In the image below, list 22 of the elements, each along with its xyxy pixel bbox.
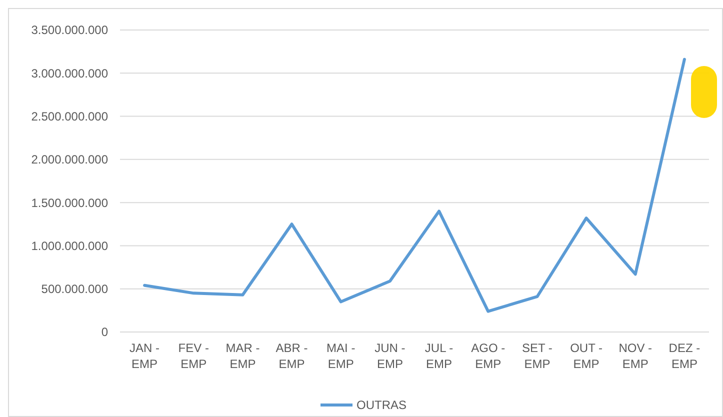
y-tick-label: 500.000.000 xyxy=(41,282,108,296)
x-tick-label: MAR - EMP xyxy=(226,341,260,371)
x-tick-label: FEV - EMP xyxy=(178,341,209,371)
x-tick-label: DEZ - EMP xyxy=(668,341,700,371)
x-tick-label: JAN - EMP xyxy=(130,341,160,371)
x-tick-label: MAI - EMP xyxy=(326,341,356,371)
y-tick-label: 2.000.000.000 xyxy=(31,152,108,167)
x-tick-label: OUT - EMP xyxy=(570,341,603,371)
x-tick-label: JUN - EMP xyxy=(374,341,406,371)
y-tick-label: 3.500.000.000 xyxy=(31,23,108,38)
x-tick-label: SET - EMP xyxy=(522,341,552,371)
x-tick-label: AGO - EMP xyxy=(471,341,506,371)
x-tick-label: ABR - EMP xyxy=(276,341,308,371)
y-tick-label: 0 xyxy=(101,325,108,340)
x-tick-label: NOV - EMP xyxy=(618,341,652,371)
x-tick-label: JUL - EMP xyxy=(424,341,454,371)
y-tick-label: 1.000.000.000 xyxy=(31,238,108,253)
y-tick-label: 1.500.000.000 xyxy=(31,196,108,210)
line-series xyxy=(143,58,686,313)
legend-label: OUTRAS xyxy=(356,398,407,412)
y-tick-label: 2.500.000.000 xyxy=(31,109,108,124)
y-tick-label: 3.000.000.000 xyxy=(31,66,108,80)
